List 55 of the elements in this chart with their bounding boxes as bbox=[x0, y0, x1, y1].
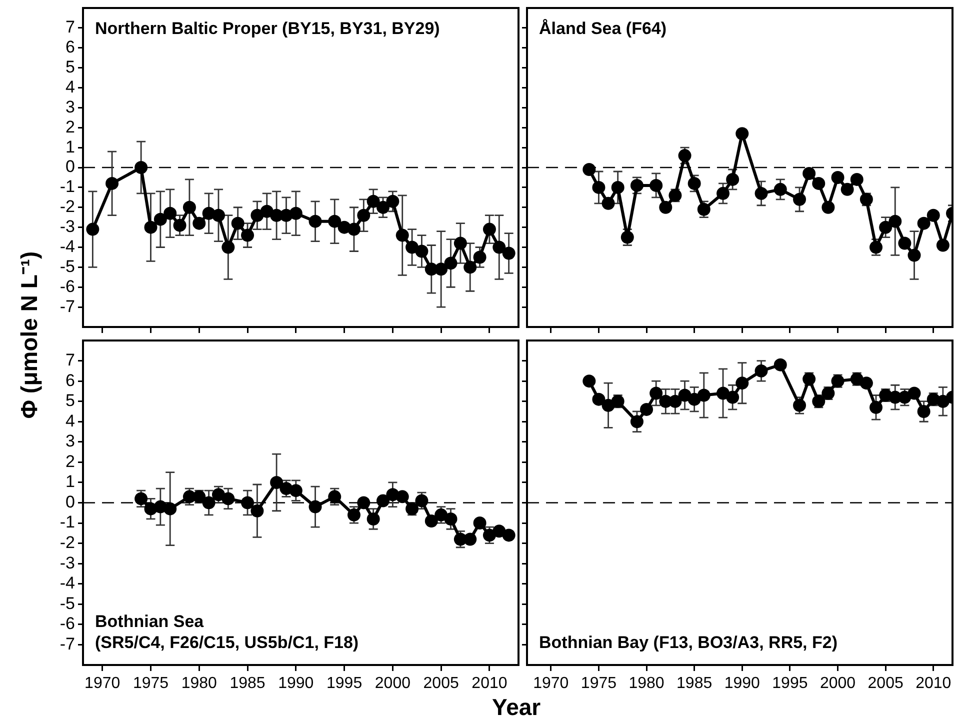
y-tick-label: -4 bbox=[60, 574, 75, 593]
x-tick-label: 1975 bbox=[580, 675, 617, 692]
x-tick-label: 1980 bbox=[628, 675, 664, 692]
y-tick-label: 4 bbox=[66, 411, 75, 430]
y-tick-label: 2 bbox=[66, 117, 75, 136]
x-tick-label: 1975 bbox=[132, 675, 169, 692]
x-tick-label: 1985 bbox=[230, 675, 266, 692]
y-tick-label: 3 bbox=[66, 97, 75, 116]
text: (SR5/C4, F26/C15, US5b/C1, F18) bbox=[95, 632, 359, 653]
text: Bothnian Sea bbox=[95, 611, 204, 632]
y-tick-label: -3 bbox=[60, 553, 75, 572]
y-tick-label: -5 bbox=[60, 594, 75, 613]
x-tick-label: 1995 bbox=[326, 675, 362, 692]
y-tick-label: -2 bbox=[60, 197, 75, 216]
x-tick-label: 1970 bbox=[84, 675, 120, 692]
x-tick-label: 1990 bbox=[278, 675, 314, 692]
y-tick-label: -2 bbox=[60, 533, 75, 552]
x-tick-label: 1995 bbox=[772, 675, 808, 692]
y-tick-label: -5 bbox=[60, 256, 75, 276]
x-tick-label: 2010 bbox=[472, 675, 508, 692]
y-tick-label: 1 bbox=[66, 472, 75, 492]
x-tick-label: 2000 bbox=[374, 675, 411, 692]
text: Åland Sea (F64) bbox=[539, 18, 667, 39]
y-tick-label: 1 bbox=[66, 137, 75, 156]
y-tick-label: 5 bbox=[66, 391, 75, 410]
x-axis-title: Year bbox=[492, 694, 541, 721]
y-axis-title: Φ (μmole N L⁻¹) bbox=[15, 251, 43, 419]
y-tick-label: -4 bbox=[60, 236, 75, 256]
text: Bothnian Bay (F13, BO3/A3, RR5, F2) bbox=[539, 632, 838, 653]
x-tick-label: 2010 bbox=[916, 675, 952, 692]
text: Northern Baltic Proper (BY15, BY31, BY29) bbox=[95, 18, 440, 39]
y-tick-label: -1 bbox=[60, 177, 75, 196]
y-tick-label: 3 bbox=[66, 432, 75, 451]
x-tick-label: 1985 bbox=[676, 675, 712, 692]
y-tick-label: 6 bbox=[66, 370, 75, 390]
y-tick-label: -1 bbox=[60, 512, 75, 532]
x-tick-label: 1990 bbox=[724, 675, 760, 692]
y-tick-label: -7 bbox=[60, 634, 75, 654]
x-tick-label: 1980 bbox=[181, 675, 218, 692]
y-tick-label: 0 bbox=[66, 157, 75, 176]
x-tick-label: 1970 bbox=[533, 675, 569, 692]
y-tick-label: -6 bbox=[60, 614, 75, 634]
x-tick-label: 2005 bbox=[868, 675, 904, 692]
y-tick-label: 0 bbox=[66, 492, 75, 512]
y-tick-label: 4 bbox=[66, 77, 75, 96]
x-tick-label: 2000 bbox=[820, 675, 856, 692]
y-tick-label: 7 bbox=[66, 18, 75, 37]
x-tick-label: 2005 bbox=[423, 675, 459, 692]
y-tick-label: -7 bbox=[60, 296, 75, 316]
y-tick-label: 7 bbox=[66, 350, 75, 370]
y-tick-label: 6 bbox=[66, 38, 75, 57]
y-tick-label: -3 bbox=[60, 217, 75, 236]
y-tick-label: 2 bbox=[66, 452, 75, 471]
y-tick-label: -6 bbox=[60, 276, 75, 296]
y-tick-label: 5 bbox=[66, 58, 75, 76]
